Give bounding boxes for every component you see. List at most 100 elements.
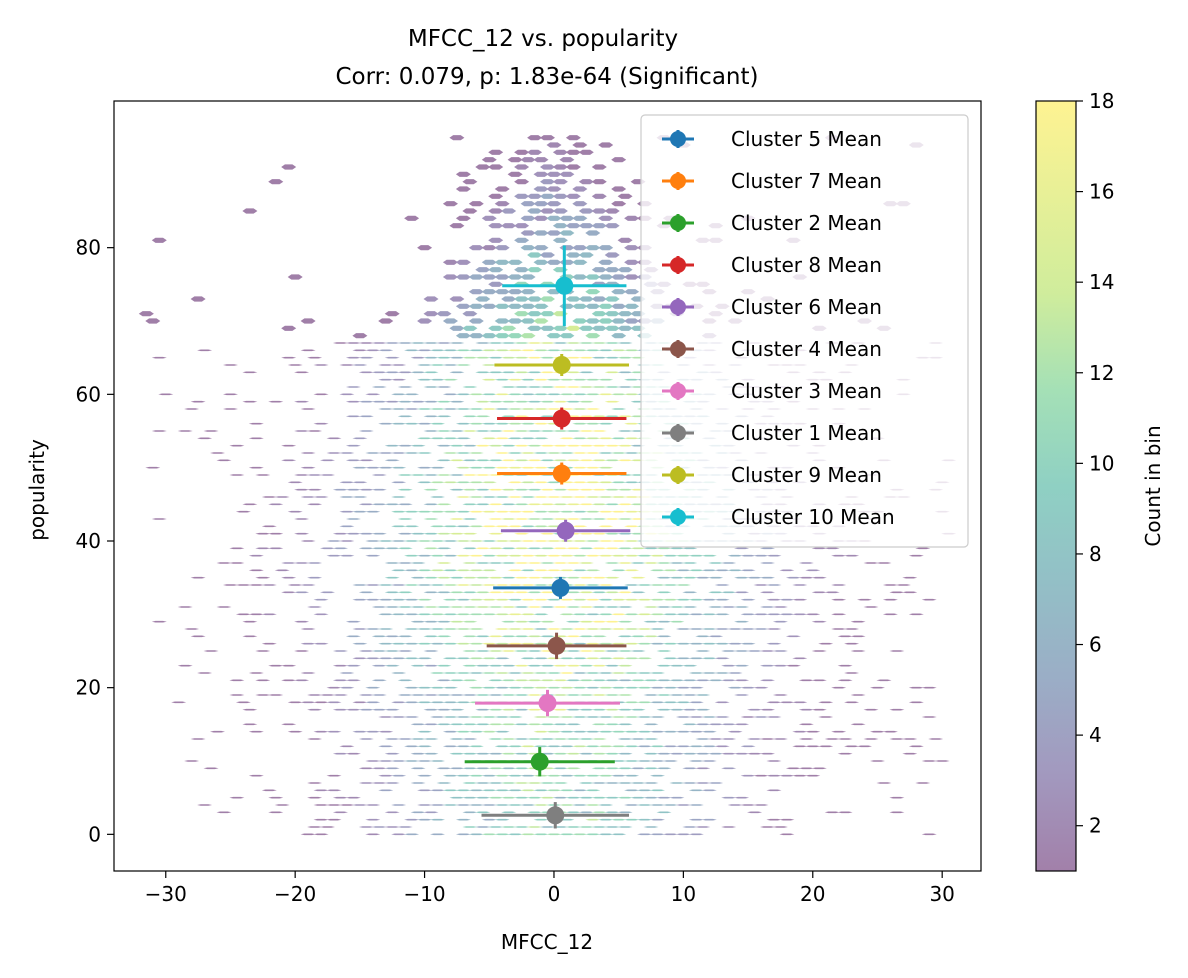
hexbin-cell <box>423 650 439 652</box>
hexbin-cell <box>287 481 303 484</box>
hexbin-cell <box>404 408 420 410</box>
hexbin-cell <box>358 415 374 418</box>
hexbin-cell <box>598 393 614 396</box>
hexbin-cell <box>358 738 374 740</box>
hexbin-cell <box>695 738 711 740</box>
hexbin-cell <box>701 730 717 733</box>
hexbin-cell <box>514 459 530 462</box>
hexbin-cell <box>540 723 555 726</box>
hexbin-cell <box>514 223 530 229</box>
hexbin-cell <box>410 738 426 740</box>
hexbin-cell <box>145 466 161 469</box>
hexbin-cell <box>501 752 517 755</box>
hexbin-cell <box>261 789 277 792</box>
hexbin-cell <box>578 430 594 432</box>
hexbin-cell <box>216 459 232 462</box>
hexbin-cell <box>604 562 620 564</box>
hexbin-cell <box>662 642 678 645</box>
x-axis: −30 −20 −10 0 10 20 30 <box>145 871 955 906</box>
hexbin-cell <box>772 620 788 623</box>
hexbin-cell <box>488 708 504 711</box>
hexbin-cell <box>831 686 847 689</box>
hexbin-cell <box>572 259 588 265</box>
hexbin-cell <box>682 826 698 828</box>
hexbin-cell <box>533 554 549 557</box>
hexbin-cell <box>391 481 407 484</box>
hexbin-cell <box>565 325 581 331</box>
hexbin-cell <box>578 620 594 623</box>
hexbin-cell <box>591 650 607 652</box>
hexbin-cell <box>488 591 504 594</box>
hexbin-cell <box>591 767 607 770</box>
hexbin-cell <box>578 562 594 564</box>
hexbin-cell <box>695 694 711 696</box>
hexbin-cell <box>585 230 601 236</box>
hexbin-cell <box>501 826 517 828</box>
hexbin-cell <box>527 342 543 344</box>
hexbin-cell <box>772 826 788 828</box>
hexbin-cell <box>669 562 685 564</box>
hexbin-cell <box>565 135 581 141</box>
hexbin-cell <box>598 437 614 440</box>
hexbin-cell <box>475 811 491 814</box>
hexbin-cell <box>857 598 872 601</box>
hexbin-cell <box>468 422 484 425</box>
mean-point <box>552 464 571 483</box>
hexbin-cell <box>274 569 290 572</box>
hexbin-cell <box>430 481 445 484</box>
hexbin-cell <box>656 796 672 799</box>
hexbin-cell <box>591 430 607 432</box>
hexbin-cell <box>915 782 931 784</box>
hexbin-cell <box>611 157 627 163</box>
hexbin-cell <box>507 642 523 645</box>
hexbin-cell <box>734 547 750 550</box>
hexbin-cell <box>300 452 316 454</box>
hexbin-cell <box>708 562 724 564</box>
hexbin-cell <box>481 259 497 265</box>
hexbin-cell <box>598 716 614 718</box>
hexbin-cell <box>481 466 497 469</box>
hexbin-cell <box>591 296 607 302</box>
hexbin-cell <box>339 481 355 484</box>
hexbin-cell <box>507 481 523 484</box>
legend-entry: Cluster 5 Mean <box>662 127 882 151</box>
hexbin-cell <box>721 796 737 799</box>
hexbin-cell <box>585 554 601 557</box>
hexbin-cell <box>585 569 601 572</box>
hexbin-cell <box>552 664 568 667</box>
hexbin-cell <box>417 745 433 748</box>
hexbin-cell <box>449 591 465 594</box>
hexbin-cell <box>727 804 743 806</box>
hexbin-cell <box>436 503 452 506</box>
hexbin-cell <box>423 488 439 491</box>
hexbin-cell <box>261 642 277 645</box>
hexbin-cell <box>611 716 627 718</box>
hexbin-cell <box>397 826 413 828</box>
hexbin-cell <box>455 613 471 616</box>
hexbin-cell <box>371 503 387 506</box>
hexbin-cell <box>688 789 704 792</box>
hexbin-cell <box>656 591 672 594</box>
hexbin-cell <box>591 267 607 273</box>
hexbin-cell <box>468 496 484 498</box>
hexbin-cell <box>378 540 394 542</box>
hexbin-cell <box>468 554 484 557</box>
hexbin-cell <box>882 613 898 616</box>
hexbin-cell <box>565 635 581 638</box>
hexbin-cell <box>617 679 633 682</box>
hexbin-cell <box>462 356 478 359</box>
hexbin-cell <box>326 730 342 733</box>
hexbin-cell <box>384 738 400 740</box>
hexbin-cell <box>572 393 588 396</box>
hexbin-cell <box>494 657 510 660</box>
hexbin-cell <box>656 650 672 652</box>
hexbin-cell <box>494 393 510 396</box>
hexbin-cell <box>501 576 517 579</box>
hexbin-cell <box>384 311 400 317</box>
hexbin-cell <box>326 818 342 821</box>
hexbin-cell <box>287 730 303 733</box>
hexbin-cell <box>365 452 381 454</box>
hexbin-cell <box>540 576 555 579</box>
hexbin-cell <box>617 371 633 374</box>
hexbin-cell <box>481 730 497 733</box>
